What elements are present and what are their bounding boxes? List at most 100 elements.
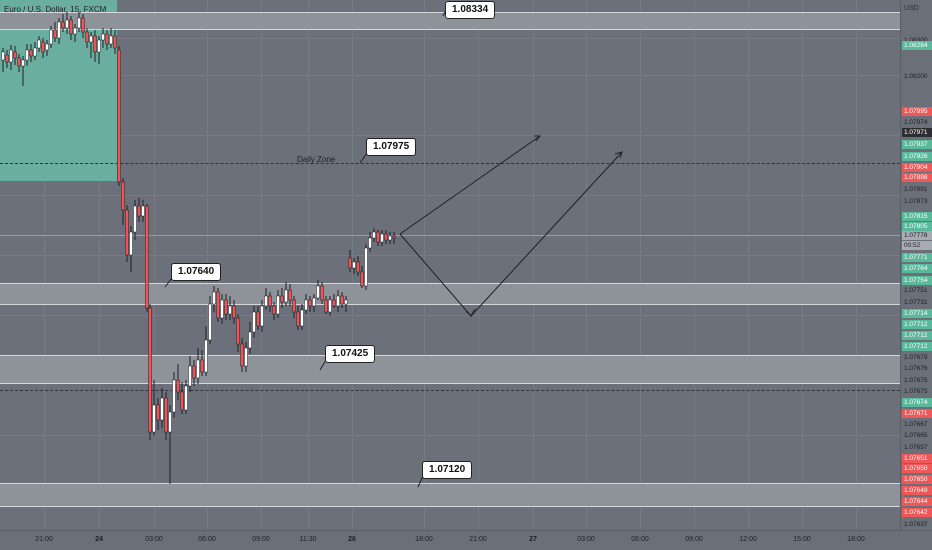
candle[interactable]: [21, 56, 25, 86]
level-callout-1[interactable]: 1.08334: [445, 1, 496, 19]
candle[interactable]: [184, 380, 188, 414]
candle[interactable]: [272, 302, 276, 320]
level-callout-4[interactable]: 1.07425: [325, 345, 376, 363]
candle[interactable]: [360, 266, 364, 288]
candle[interactable]: [145, 204, 149, 312]
time-axis[interactable]: 21:00 24 03:00 06:00 09:00 11:30 26 18:00 21:00 2…: [0, 530, 932, 550]
candle[interactable]: [304, 294, 308, 314]
candle[interactable]: [77, 12, 81, 32]
candle[interactable]: [292, 296, 296, 318]
candle[interactable]: [248, 322, 252, 354]
candle[interactable]: [336, 290, 340, 312]
candle[interactable]: [137, 198, 141, 222]
candle[interactable]: [300, 304, 304, 330]
candle[interactable]: [133, 200, 137, 240]
candle[interactable]: [356, 256, 360, 276]
candle[interactable]: [256, 306, 260, 330]
candle[interactable]: [200, 350, 204, 376]
candle[interactable]: [97, 36, 101, 64]
level-band-3[interactable]: [0, 283, 900, 305]
candle[interactable]: [117, 46, 121, 186]
candle[interactable]: [164, 392, 168, 440]
candle[interactable]: [260, 300, 264, 332]
candle[interactable]: [312, 294, 316, 312]
candle[interactable]: [85, 28, 89, 48]
candle[interactable]: [228, 296, 232, 320]
level-callout-5[interactable]: 1.07120: [422, 461, 473, 479]
candle[interactable]: [29, 44, 33, 62]
candle[interactable]: [89, 32, 93, 58]
candle[interactable]: [324, 296, 328, 314]
candle[interactable]: [57, 18, 61, 44]
candle[interactable]: [348, 250, 352, 272]
candle[interactable]: [388, 232, 392, 244]
candle[interactable]: [192, 360, 196, 386]
candle[interactable]: [188, 356, 192, 392]
candle[interactable]: [372, 228, 376, 242]
candle[interactable]: [220, 294, 224, 324]
candle[interactable]: [33, 42, 37, 60]
candle[interactable]: [152, 380, 156, 436]
candle[interactable]: [288, 284, 292, 306]
candle[interactable]: [224, 294, 228, 320]
candle[interactable]: [121, 178, 125, 225]
candle[interactable]: [276, 290, 280, 318]
candle[interactable]: [5, 50, 9, 68]
candle[interactable]: [156, 398, 160, 430]
candle[interactable]: [53, 22, 57, 42]
candle[interactable]: [13, 46, 17, 65]
candle[interactable]: [392, 232, 396, 244]
candle[interactable]: [196, 348, 200, 384]
candle[interactable]: [129, 226, 133, 272]
candle[interactable]: [160, 388, 164, 428]
candle[interactable]: [204, 326, 208, 376]
level-band-5[interactable]: [0, 483, 900, 507]
candle[interactable]: [284, 282, 288, 306]
candle[interactable]: [208, 296, 212, 344]
candle[interactable]: [25, 44, 29, 66]
candle[interactable]: [37, 36, 41, 52]
candle[interactable]: [17, 54, 21, 72]
candle[interactable]: [296, 306, 300, 330]
candle[interactable]: [73, 24, 77, 42]
price-axis[interactable]: USD 1.083001.08284 1.08200 1.07995 1.07974 1…: [900, 0, 932, 530]
candle[interactable]: [364, 244, 368, 290]
candle[interactable]: [316, 280, 320, 300]
candle[interactable]: [109, 28, 113, 48]
candle[interactable]: [240, 338, 244, 372]
candle[interactable]: [216, 288, 220, 322]
candle[interactable]: [61, 14, 65, 32]
candle[interactable]: [125, 205, 129, 262]
drawing-layer[interactable]: [0, 0, 900, 530]
candle[interactable]: [9, 45, 13, 70]
dashed-level-line[interactable]: [0, 390, 900, 391]
chart-area[interactable]: Euro / U.S. Dollar, 15, FXCM 1.08334 1.0…: [0, 0, 900, 530]
level-callout-3[interactable]: 1.07640: [171, 263, 222, 281]
candle[interactable]: [81, 14, 85, 38]
candle[interactable]: [380, 230, 384, 246]
candle[interactable]: [340, 292, 344, 308]
candle[interactable]: [268, 292, 272, 312]
candle[interactable]: [49, 26, 53, 48]
candle[interactable]: [232, 300, 236, 324]
level-callout-2[interactable]: 1.07975: [366, 138, 417, 156]
candle[interactable]: [93, 30, 97, 62]
candle[interactable]: [212, 286, 216, 312]
candle[interactable]: [352, 258, 356, 274]
candle[interactable]: [176, 364, 180, 400]
candle[interactable]: [168, 405, 172, 484]
candle[interactable]: [376, 230, 380, 246]
candle[interactable]: [280, 288, 284, 308]
candle[interactable]: [69, 16, 73, 40]
candle[interactable]: [320, 282, 324, 304]
candle[interactable]: [328, 296, 332, 316]
candle[interactable]: [344, 296, 348, 312]
candle[interactable]: [172, 372, 176, 418]
daily-zone-line[interactable]: [0, 163, 900, 164]
candle[interactable]: [236, 314, 240, 352]
candle[interactable]: [65, 12, 69, 34]
candle[interactable]: [41, 38, 45, 58]
candle[interactable]: [113, 30, 117, 54]
candle[interactable]: [384, 230, 388, 244]
candle[interactable]: [148, 304, 152, 440]
